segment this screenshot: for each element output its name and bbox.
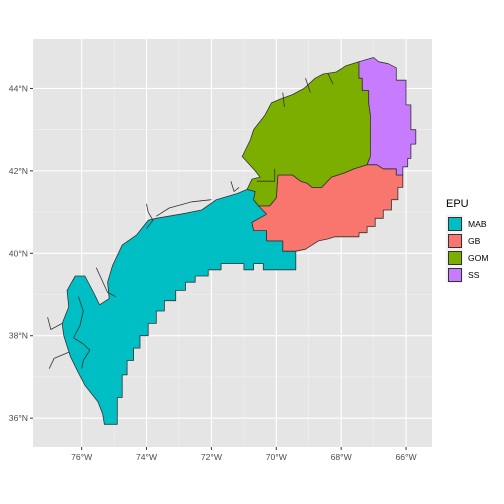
coastline-line — [73, 296, 91, 369]
coastline-line — [146, 203, 154, 229]
legend-label: SS — [468, 269, 480, 280]
legend-item-gb: GB — [446, 232, 502, 249]
coastline-line — [47, 317, 63, 330]
legend-swatch — [447, 216, 462, 231]
x-tick-label: 74°W — [136, 452, 158, 462]
legend: EPU MAB GB GOM SS — [444, 198, 502, 283]
region-gom — [241, 61, 371, 207]
x-tick-label: 66°W — [395, 452, 417, 462]
y-tick-label: 38°N — [9, 331, 28, 341]
legend-item-mab: MAB — [446, 215, 502, 232]
legend-key — [446, 232, 463, 249]
x-axis: 76°W 74°W 72°W 70°W 68°W 66°W — [71, 447, 417, 462]
y-axis: 36°N 38°N 40°N 42°N 44°N — [9, 83, 33, 423]
coastline-line — [327, 73, 334, 85]
coastline-line — [256, 168, 276, 182]
coastline-line — [230, 181, 240, 192]
coastline-line — [48, 351, 69, 369]
legend-label: GB — [468, 235, 481, 246]
legend-item-gom: GOM — [446, 249, 502, 266]
legend-label: MAB — [468, 218, 487, 229]
y-tick-label: 40°N — [9, 248, 28, 258]
y-tick-label: 42°N — [9, 166, 28, 176]
coastline-features — [47, 73, 334, 369]
region-ss — [358, 57, 417, 176]
y-tick-label: 36°N — [9, 413, 28, 423]
legend-swatch — [447, 250, 462, 265]
x-tick-label: 70°W — [266, 452, 288, 462]
x-tick-label: 76°W — [71, 452, 93, 462]
epu-regions — [61, 57, 417, 425]
coastline-line — [156, 199, 212, 217]
legend-swatch — [447, 233, 462, 248]
y-tick-label: 44°N — [9, 83, 28, 93]
legend-title: EPU — [446, 198, 469, 210]
legend-label: GOM — [468, 252, 489, 263]
legend-key — [446, 249, 463, 266]
legend-key — [446, 215, 463, 232]
coastline-line — [95, 267, 116, 297]
legend-item-ss: SS — [446, 266, 502, 283]
x-tick-label: 72°W — [201, 452, 223, 462]
legend-key — [446, 266, 463, 283]
coastline-line — [305, 78, 311, 93]
x-tick-label: 68°W — [331, 452, 353, 462]
coastline-line — [282, 92, 285, 108]
legend-swatch — [447, 267, 462, 282]
legend-items: MAB GB GOM SS — [444, 215, 502, 283]
